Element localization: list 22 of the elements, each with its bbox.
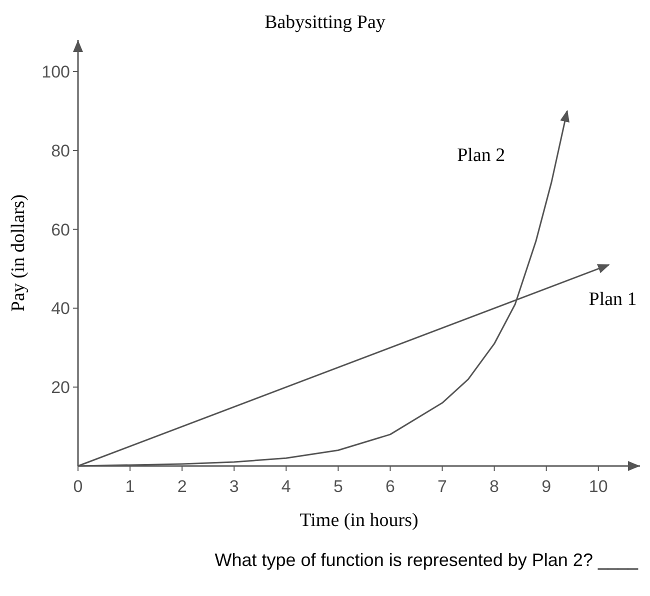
y-tick-label: 20 (51, 378, 70, 398)
y-tick-label: 40 (51, 299, 70, 318)
x-tick-label: 8 (490, 477, 500, 496)
x-tick-label: 6 (385, 477, 395, 496)
text: What type of function is represented by Plan 2? ____ (214, 550, 639, 570)
x-tick-label: 9 (542, 477, 552, 496)
x-tick-label: 7 (438, 477, 447, 496)
series-label: Plan 1 (588, 288, 637, 310)
text: Plan 2 (457, 145, 506, 166)
y-tick-label: 80 (51, 141, 70, 160)
x-tick-label: 5 (333, 477, 343, 496)
x-tick-label: 3 (229, 477, 239, 496)
x-tick-label: 2 (177, 477, 187, 496)
chart-title: Babysitting Pay (264, 12, 386, 33)
y-axis-title: Pay (in dollars) (8, 194, 29, 312)
x-tick-label: 1 (125, 477, 135, 496)
y-tick-label: 100 (42, 62, 70, 82)
x-tick-label: 0 (73, 477, 83, 496)
x-axis-title: Time (in hours) (300, 510, 418, 531)
x-tick-label: 10 (588, 477, 608, 496)
x-tick-label: 4 (281, 477, 291, 496)
y-tick-label: 60 (51, 220, 70, 240)
